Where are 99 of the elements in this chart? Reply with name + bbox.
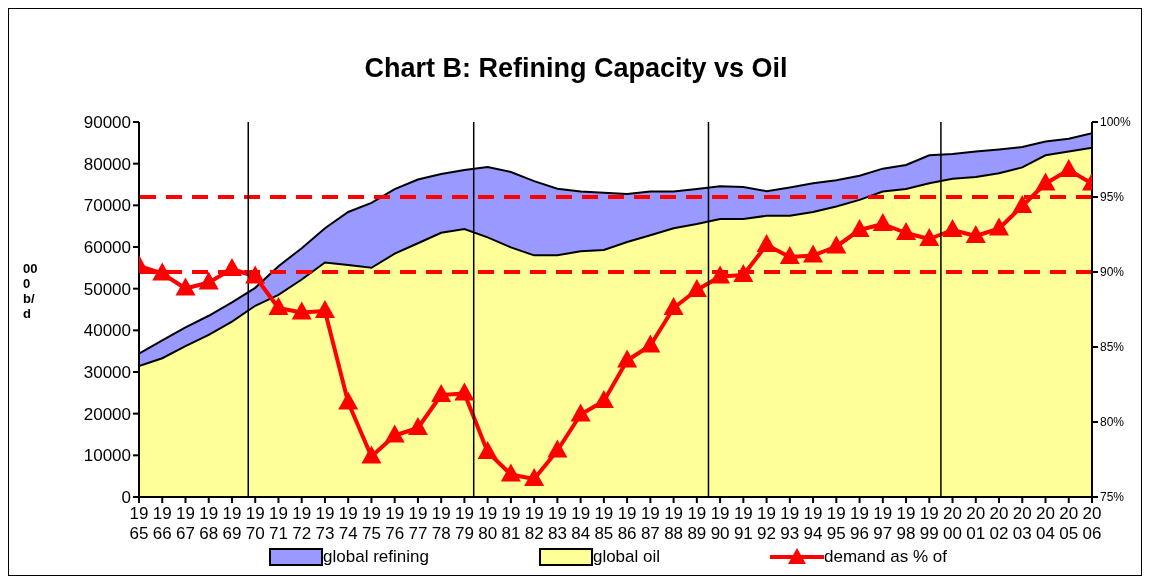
point [710,265,731,284]
y-tick-label: 20000 [83,404,131,424]
y-tick-label: 40000 [83,321,131,341]
point [1035,172,1056,191]
x-tick-label: 19 98 [896,504,916,543]
x-tick-label: 20 06 [1082,504,1102,543]
point [198,271,219,290]
y2-tick-label: 75% [1100,490,1125,505]
point [756,234,777,252]
x-tick-label: 19 97 [873,504,893,543]
x-tick-label: 19 89 [687,504,707,543]
point [733,264,754,282]
point [175,277,196,296]
point [686,279,707,297]
x-tick-label: 19 93 [780,504,800,543]
point [942,219,963,237]
point [431,384,452,402]
point [803,244,824,263]
point [570,403,591,422]
point [291,301,312,320]
x-tick-label: 20 01 [966,504,986,543]
x-tick-label: 20 03 [1012,504,1032,543]
y-tick-label: 80000 [83,154,131,174]
point [221,258,242,276]
x-tick-label: 19 75 [361,504,381,543]
point [500,463,521,482]
y-tick-label: 50000 [83,279,131,299]
x-tick-label: 19 86 [617,504,637,543]
x-tick-label: 19 84 [571,504,591,543]
point [919,228,940,246]
x-tick-label: 19 91 [733,504,753,543]
y-tick-label: 90000 [83,113,131,133]
point [1058,159,1079,177]
y-tick-label: 70000 [83,196,131,216]
x-tick-label: 19 82 [524,504,544,543]
x-tick-label: 19 92 [757,504,777,543]
point [314,300,335,318]
x-tick-label: 19 78 [431,504,451,543]
y-tick-label: 60000 [83,238,131,258]
point [338,391,359,410]
y2-tick-label: 90% [1100,265,1125,280]
point [524,468,545,486]
x-tick-label: 19 94 [803,504,823,543]
x-tick-label: 19 87 [640,504,660,543]
point [407,417,428,435]
point [384,424,405,443]
point [152,262,173,281]
x-tick-label: 19 80 [478,504,498,543]
legend-label: global oil [592,547,661,567]
x-tick-label: 20 00 [943,504,962,543]
x-tick-label: 19 65 [129,504,149,543]
x-tick-label: 19 71 [269,504,288,543]
point [663,297,684,315]
point [245,265,266,284]
legend-label: demand as % of [824,547,947,567]
point [965,225,986,243]
legend-label: global refining [323,547,429,567]
x-tick-label: 19 81 [501,504,521,543]
x-tick-label: 19 83 [547,504,567,543]
point [896,222,917,240]
x-tick-label: 19 79 [454,504,474,543]
x-tick-label: 19 77 [408,504,428,543]
x-tick-label: 20 05 [1059,504,1079,543]
x-tick-label: 19 90 [710,504,730,543]
x-tick-label: 19 66 [152,504,172,543]
x-tick-label: 19 68 [199,504,219,543]
point [779,246,800,264]
point [989,217,1010,236]
y2-tick-label: 100% [1100,115,1132,130]
x-tick-label: 19 88 [664,504,684,543]
x-tick-label: 19 72 [292,504,312,543]
point [849,219,870,237]
y-tick-label: 10000 [83,446,131,466]
point [361,445,382,464]
point [872,213,893,231]
y2-tick-label: 80% [1100,415,1125,430]
y-axis-title: 000 b/d [23,261,38,321]
point [454,382,475,401]
point [1012,195,1033,213]
x-tick-label: 19 69 [222,504,242,543]
y-tick-label: 0 [121,488,131,508]
point [593,390,614,408]
y2-tick-label: 85% [1100,340,1125,355]
x-tick-label: 19 70 [245,504,265,543]
y2-tick-label: 95% [1100,190,1125,205]
x-tick-label: 20 02 [989,504,1009,543]
x-tick-label: 19 67 [176,504,195,543]
point [268,297,289,315]
x-tick-label: 19 76 [385,504,405,543]
x-tick-label: 19 99 [919,504,939,543]
point [640,334,661,353]
point [547,439,568,458]
y-tick-label: 30000 [83,363,131,383]
chart-title: Chart B: Refining Capacity vs Oil [363,53,789,84]
point [826,235,847,254]
x-tick-label: 20 04 [1036,504,1055,543]
x-tick-label: 19 96 [850,504,870,543]
point [617,349,638,368]
point [477,441,498,459]
